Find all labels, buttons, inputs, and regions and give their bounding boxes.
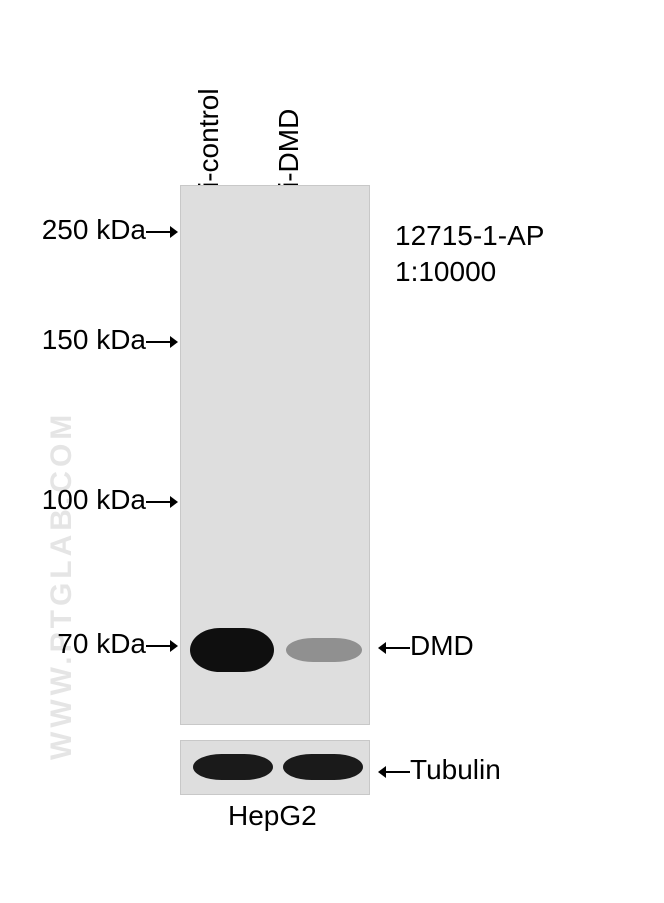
arrow-icon bbox=[378, 640, 410, 656]
mw-100-text: 100 kDa bbox=[42, 484, 146, 515]
arrow-icon bbox=[146, 494, 178, 510]
target-dmd-text: DMD bbox=[410, 630, 474, 661]
mw-250-text: 250 kDa bbox=[42, 214, 146, 245]
antibody-catalog: 12715-1-AP bbox=[395, 218, 544, 254]
antibody-info: 12715-1-AP 1:10000 bbox=[395, 218, 544, 291]
arrow-icon bbox=[378, 764, 410, 780]
arrow-icon bbox=[146, 638, 178, 654]
target-tubulin-text: Tubulin bbox=[410, 754, 501, 785]
mw-70-text: 70 kDa bbox=[57, 628, 146, 659]
mw-150: 150 kDa bbox=[30, 324, 178, 356]
cell-line-label: HepG2 bbox=[228, 800, 317, 832]
antibody-dilution: 1:10000 bbox=[395, 254, 544, 290]
target-dmd: DMD bbox=[378, 630, 474, 662]
watermark-text: WWW.PTGLAB.COM bbox=[45, 411, 79, 760]
dmd-band-lane1 bbox=[190, 628, 274, 672]
tubulin-band-lane2 bbox=[283, 754, 363, 780]
mw-100: 100 kDa bbox=[30, 484, 178, 516]
mw-70: 70 kDa bbox=[45, 628, 178, 660]
mw-250: 250 kDa bbox=[30, 214, 178, 246]
target-tubulin: Tubulin bbox=[378, 754, 501, 786]
mw-150-text: 150 kDa bbox=[42, 324, 146, 355]
tubulin-band-lane1 bbox=[193, 754, 273, 780]
arrow-icon bbox=[146, 334, 178, 350]
figure-container: WWW.PTGLAB.COM si-control si-DMD 250 kDa… bbox=[0, 0, 664, 903]
arrow-icon bbox=[146, 224, 178, 240]
dmd-band-lane2 bbox=[286, 638, 362, 662]
